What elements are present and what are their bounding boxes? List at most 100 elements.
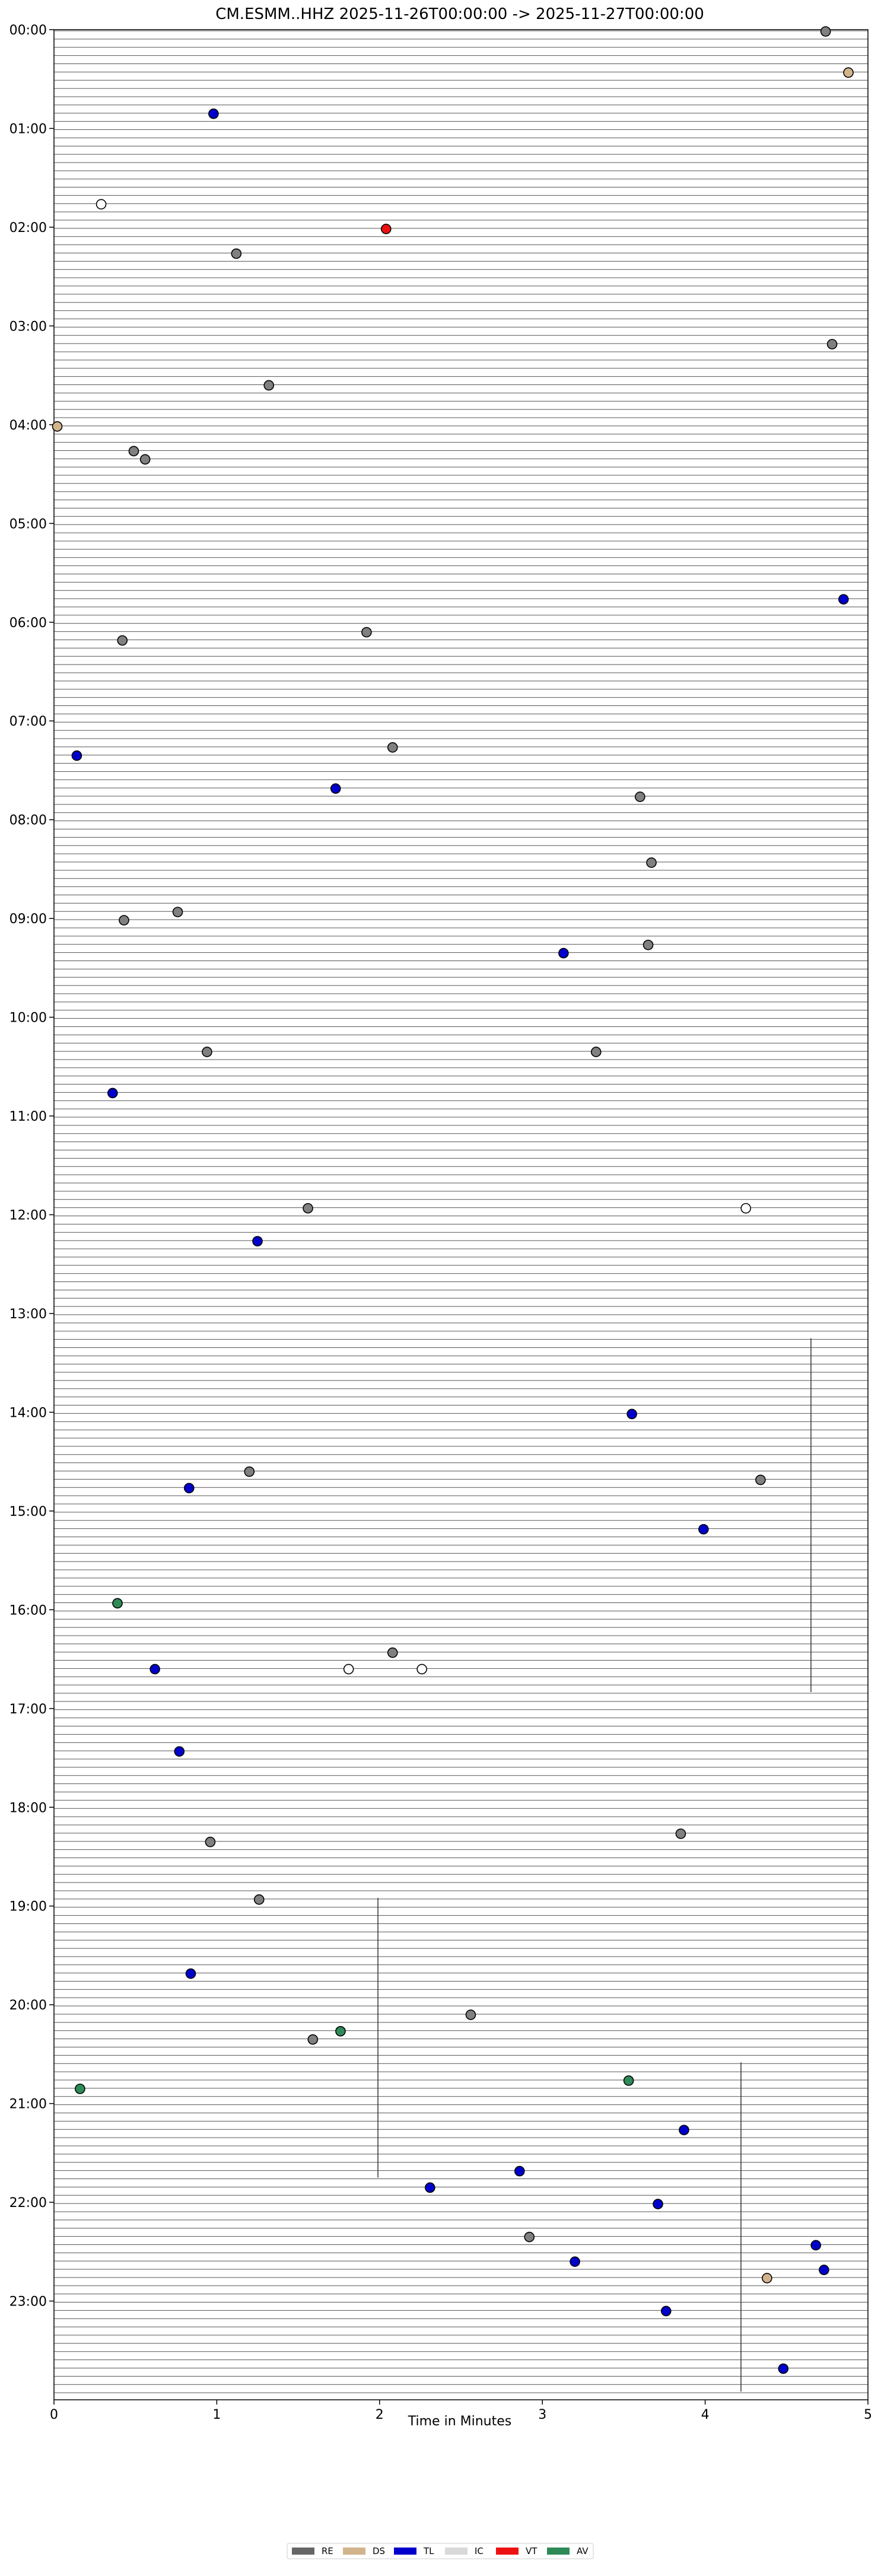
y-tick-label: 07:00 [9,714,47,729]
y-tick-label: 14:00 [9,1405,47,1420]
y-tick-label: 04:00 [9,418,47,433]
event-marker-re [387,1647,398,1658]
y-tick-label: 18:00 [9,1801,47,1815]
event-marker-tl [778,2363,789,2374]
y-tick-label: 15:00 [9,1505,47,1519]
event-marker-ds [52,421,63,432]
event-marker-re [465,2009,476,2020]
event-marker-re [590,1047,602,1057]
x-tick-label: 5 [864,2408,872,2422]
legend-swatch [445,2548,467,2555]
event-marker-tl [107,1087,118,1099]
event-marker-re [524,2231,535,2243]
y-tick-label: 06:00 [9,616,47,631]
event-marker-tl [626,1408,637,1420]
event-marker-av [623,2075,634,2086]
legend-frame [287,2543,594,2559]
legend-label: DS [373,2546,385,2556]
legend-label: AV [577,2546,589,2556]
y-tick-label: 09:00 [9,912,47,927]
legend: RE DS TL IC VT AV [287,2543,594,2559]
event-marker-tl [185,1968,196,1979]
event-marker-tl [698,1524,709,1535]
y-tick-label: 05:00 [9,517,47,532]
event-marker-tl [810,2240,821,2251]
event-marker-tl [558,947,569,959]
event-marker-re [202,1047,212,1057]
event-marker-re [635,791,645,802]
event-marker-tl [208,108,219,119]
y-tick-label: 10:00 [9,1011,47,1026]
event-marker-vt [380,224,392,234]
y-axis-ticks: 00:00 01:00 02:00 03:00 04:00 05:00 06:00 07:00… [9,23,54,2310]
event-marker-tl [838,594,849,605]
seismogram-traces [54,30,868,2393]
legend-label: IC [475,2546,484,2556]
y-tick-label: 03:00 [9,319,47,334]
event-marker-tl [71,750,82,761]
x-tick-label: 2 [376,2408,384,2422]
event-marker-re [820,26,831,37]
event-marker-re [675,1828,686,1839]
event-markers [52,26,854,2374]
event-marker-re [361,626,372,638]
event-marker-re [646,857,657,868]
legend-label: VT [526,2546,537,2556]
event-marker-re [253,1894,265,1905]
event-marker-re [387,742,398,753]
event-marker-ic [96,199,107,210]
event-marker-re [128,446,139,457]
legend-swatch [394,2548,416,2555]
y-tick-label: 20:00 [9,1998,47,2013]
y-tick-label: 21:00 [9,2097,47,2112]
event-marker-re [826,339,838,349]
event-marker-tl [653,2199,663,2209]
event-marker-ic [343,1664,354,1675]
y-tick-label: 16:00 [9,1603,47,1618]
legend-swatch [496,2548,519,2555]
event-marker-re [139,454,151,465]
event-marker-re [307,2034,319,2045]
trace-lines [54,30,868,2393]
event-marker-re [231,248,242,259]
event-marker-ds [843,67,854,78]
event-marker-ds [762,2273,772,2284]
event-marker-ic [740,1203,751,1214]
legend-swatch [547,2548,570,2555]
y-tick-label: 22:00 [9,2196,47,2211]
y-tick-label: 23:00 [9,2295,47,2310]
y-tick-label: 12:00 [9,1209,47,1223]
event-marker-tl [514,2165,525,2177]
legend-label: RE [322,2546,333,2556]
x-tick-label: 4 [701,2408,710,2422]
event-marker-tl [425,2182,435,2193]
x-tick-label: 0 [50,2408,58,2422]
event-marker-tl [679,2125,689,2136]
signal-spikes [377,1338,812,2392]
x-axis-ticks: 0 1 2 3 4 5 [50,2400,872,2422]
event-marker-re [263,380,275,391]
y-tick-label: 00:00 [9,23,47,38]
event-marker-av [75,2084,85,2094]
event-marker-re [119,915,129,926]
event-marker-re [244,1466,255,1477]
event-marker-tl [174,1746,185,1757]
legend-swatch [343,2548,365,2555]
event-marker-re [303,1203,313,1214]
event-marker-re [172,907,183,918]
y-tick-label: 08:00 [9,813,47,828]
event-marker-ic [416,1664,427,1675]
event-marker-tl [150,1664,160,1675]
event-marker-tl [330,783,341,794]
event-marker-tl [570,2256,580,2267]
event-marker-tl [819,2265,829,2275]
event-marker-re [755,1474,766,1486]
event-marker-av [112,1598,123,1609]
legend-swatch [292,2548,314,2555]
y-tick-label: 17:00 [9,1702,47,1717]
legend-label: TL [423,2546,434,2556]
event-marker-tl [183,1483,195,1494]
event-marker-tl [660,2305,672,2317]
